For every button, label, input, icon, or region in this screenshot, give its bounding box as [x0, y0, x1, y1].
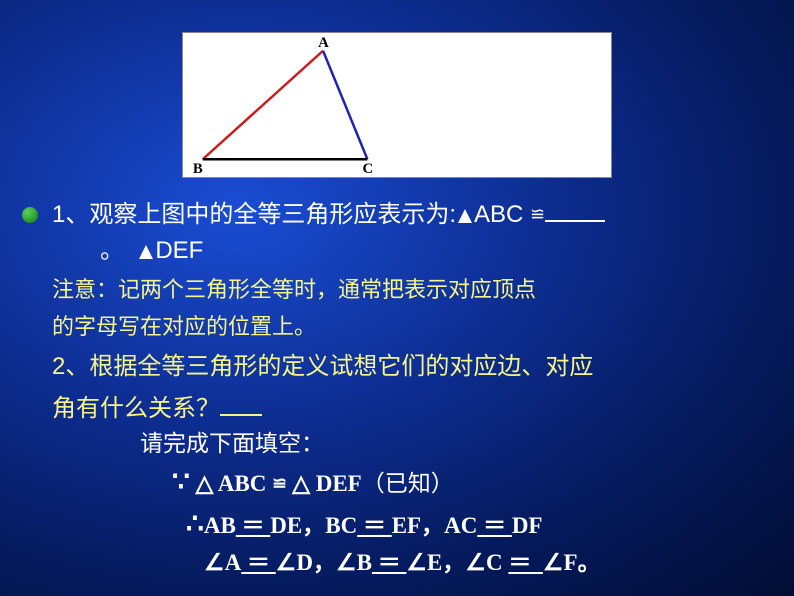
- c4: ，: [442, 550, 465, 575]
- blank-q2: [220, 414, 262, 416]
- therefore-angles: ∠A ＝ ∠D，∠B ＝ ∠E，∠C ＝ ∠F。: [52, 546, 742, 581]
- svg-text:B: B: [193, 161, 203, 177]
- diagram-container: A B C: [0, 0, 794, 183]
- eq6: ＝: [508, 550, 543, 575]
- eq5: ＝: [372, 550, 407, 575]
- s1b: DE: [270, 513, 302, 538]
- s2b: EF: [392, 513, 421, 538]
- question-2-line2: 角有什么关系？: [52, 391, 742, 427]
- congruent-icon: ≌: [272, 473, 286, 493]
- therefore-symbol: ∴: [186, 509, 204, 540]
- slide-content: 1、观察上图中的全等三角形应表示为: ABC ≌ 。 DEF 注意：记两个三角形全…: [0, 183, 794, 580]
- a2a: ∠B: [336, 550, 372, 575]
- congruent-icon: ≌: [530, 204, 545, 224]
- eq3: ＝: [477, 513, 512, 538]
- svg-text:A: A: [318, 35, 329, 51]
- slide-bullet: [22, 207, 38, 223]
- because-line: ∵ △ ABC ≌ △ DEF（已知）: [52, 462, 742, 504]
- c1: ，: [302, 513, 325, 538]
- a1b: ∠D: [276, 550, 313, 575]
- because-symbol: ∵: [172, 467, 190, 498]
- a1a: ∠A: [204, 550, 241, 575]
- a2b: ∠E: [406, 550, 442, 575]
- a3b: ∠F: [543, 550, 578, 575]
- question-1-line: 1、观察上图中的全等三角形应表示为: ABC ≌: [52, 197, 742, 233]
- known-suffix: （已知）: [362, 471, 454, 496]
- c3: ，: [313, 550, 336, 575]
- s1a: AB: [204, 513, 236, 538]
- tri-def: △ DEF: [292, 471, 361, 496]
- c2: ，: [421, 513, 444, 538]
- s2a: BC: [325, 513, 357, 538]
- blank-1: [545, 220, 605, 222]
- q1-period: 。: [100, 237, 124, 264]
- eq4: ＝: [241, 550, 276, 575]
- eq2: ＝: [357, 513, 392, 538]
- question-2-line1: 2、根据全等三角形的定义试想它们的对应边、对应: [52, 349, 742, 385]
- triangles-diagram: A B C: [182, 32, 612, 178]
- q1-tri2: DEF: [155, 237, 203, 264]
- period: 。: [578, 550, 601, 575]
- q1-tri1: ABC: [474, 201, 523, 228]
- q2-text: 角有什么关系？: [52, 395, 220, 422]
- fill-prompt: 请完成下面填空：: [52, 427, 742, 462]
- s3a: AC: [444, 513, 477, 538]
- eq1: ＝: [236, 513, 271, 538]
- note-line1: 注意：记两个三角形全等时，通常把表示对应顶点: [52, 273, 742, 306]
- triangle-icon: [458, 209, 472, 223]
- tri-abc: △ ABC: [196, 471, 267, 496]
- note-line2: 的字母写在对应的位置上。: [52, 310, 742, 343]
- svg-text:C: C: [362, 161, 373, 177]
- triangle-icon: [139, 245, 153, 259]
- q1-text: 1、观察上图中的全等三角形应表示为:: [52, 201, 456, 228]
- therefore-sides: ∴AB ＝ DE，BC ＝ EF，AC ＝ DF: [52, 504, 742, 546]
- a3a: ∠C: [465, 550, 502, 575]
- question-1-line2: 。 DEF: [52, 233, 742, 269]
- s3b: DF: [512, 513, 543, 538]
